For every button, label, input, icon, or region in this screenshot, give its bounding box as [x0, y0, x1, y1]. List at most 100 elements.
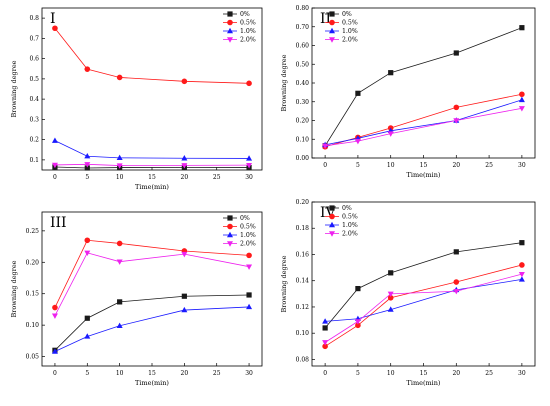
y-tick-label: 0.3 — [29, 116, 39, 123]
chart-panel-iii: 0 5 10 15 20 25 30 0.05 0.10 0.15 0.20 0.25 Time(min… — [10, 211, 263, 387]
series-0-5pct — [52, 25, 252, 87]
data-point — [453, 118, 460, 124]
y-tick-label: 0.25 — [26, 228, 40, 235]
data-point — [355, 90, 361, 96]
chart-panel-ii: 0 5 10 15 20 25 30 0.00 0.10 0.20 0.30 0.40 0.50 0.60… — [280, 5, 536, 179]
legend-entry: 0.5% — [240, 224, 256, 231]
series-line — [324, 264, 522, 347]
legend-marker — [227, 241, 233, 247]
y-axis-label: Browning degree — [10, 260, 18, 317]
legend-marker — [329, 231, 335, 237]
y-tick-label: 0.8 — [29, 15, 39, 22]
data-point — [518, 106, 525, 112]
x-tick-label: 20 — [452, 370, 460, 377]
data-point — [453, 104, 460, 111]
legend-marker — [227, 37, 233, 43]
legend: 0% 0.5%1.0% 2.0% — [223, 215, 256, 248]
legend-marker — [227, 223, 233, 230]
y-tick-label: 0.20 — [296, 199, 310, 206]
x-tick-label: 0 — [53, 370, 57, 377]
x-tick-label: 10 — [387, 370, 395, 377]
series-2-0pct — [322, 271, 525, 346]
data-point — [84, 66, 91, 72]
data-point — [116, 322, 123, 328]
x-tick-label: 25 — [213, 174, 221, 181]
series-0pct — [52, 292, 252, 353]
x-tick-label: 10 — [116, 174, 124, 181]
x-tick-label: 15 — [148, 174, 156, 181]
y-tick-label: 0.6 — [29, 56, 39, 63]
legend: 0% 0.5%1.0% 2.0% — [223, 11, 256, 44]
data-point — [322, 343, 328, 350]
data-point — [51, 348, 58, 354]
series-line — [54, 166, 250, 169]
data-point — [246, 252, 252, 259]
data-point — [322, 325, 328, 331]
series-line — [54, 294, 250, 351]
legend-marker — [227, 11, 233, 17]
y-tick-label: 0.08 — [296, 356, 310, 363]
legend-entry: 2.0% — [240, 37, 256, 44]
data-point — [246, 80, 252, 87]
series-2-0pct — [322, 106, 525, 150]
y-axis-label: Browning degree — [280, 255, 288, 312]
legend-entry: 0% — [240, 215, 250, 222]
data-point — [84, 165, 90, 171]
data-point — [181, 306, 188, 313]
legend-entry: 0.5% — [342, 214, 358, 221]
data-point — [84, 250, 91, 257]
data-point — [116, 259, 123, 265]
data-point — [453, 249, 459, 255]
data-point — [322, 340, 329, 346]
panel-label: I — [50, 11, 56, 27]
x-axis-label: Time(min) — [407, 171, 441, 179]
data-point — [519, 262, 525, 268]
y-tick-label: 0.4 — [29, 96, 39, 103]
legend: 0% 0.5%1.0% 2.0% — [325, 11, 358, 44]
x-tick-label: 30 — [245, 174, 253, 181]
y-tick-label: 0.10 — [296, 330, 310, 337]
series-1-0pct — [51, 303, 253, 354]
data-point — [116, 163, 123, 169]
legend-marker — [329, 19, 335, 26]
data-point — [387, 306, 394, 312]
x-tick-label: 5 — [85, 174, 89, 181]
series-line — [54, 28, 250, 84]
x-tick-label: 15 — [148, 370, 156, 377]
series-1-0pct — [322, 96, 525, 148]
data-point — [518, 271, 525, 278]
legend-entry: 0.5% — [342, 20, 358, 27]
legend-marker — [329, 205, 335, 211]
legend-marker — [227, 27, 233, 34]
series-line — [324, 242, 522, 329]
chart-panel-i: 0 5 10 15 20 25 30 0.1 0.2 0.3 0.4 0.5 0.6 0.7 0.8 Time… — [10, 7, 263, 191]
data-point — [387, 294, 394, 301]
x-tick-label: 5 — [356, 162, 360, 169]
y-tick-label: 0.2 — [29, 137, 39, 144]
x-tick-label: 30 — [518, 162, 526, 169]
legend-entry: 1.0% — [240, 232, 256, 239]
data-point — [116, 154, 123, 161]
series-1-0pct — [322, 276, 525, 324]
series-0-5pct — [322, 91, 525, 150]
x-tick-label: 5 — [356, 370, 360, 377]
legend-entry: 1.0% — [342, 222, 358, 229]
y-tick-label: 0.40 — [296, 80, 310, 87]
legend: 0% 0.5%1.0% 2.0% — [325, 205, 358, 238]
data-point — [354, 319, 361, 325]
data-point — [51, 313, 58, 319]
x-axis-label: Time(min) — [407, 379, 441, 387]
x-tick-label: 15 — [420, 162, 428, 169]
series-line — [325, 279, 522, 322]
y-tick-label: 0.10 — [26, 322, 40, 329]
data-point — [117, 299, 123, 305]
data-point — [453, 279, 460, 285]
data-point — [181, 155, 188, 161]
data-point — [388, 70, 394, 76]
series-0-5pct — [52, 237, 252, 311]
data-point — [519, 91, 525, 98]
x-tick-label: 20 — [452, 162, 460, 169]
data-point — [181, 163, 188, 169]
legend-marker — [329, 221, 335, 228]
data-point — [116, 74, 123, 81]
